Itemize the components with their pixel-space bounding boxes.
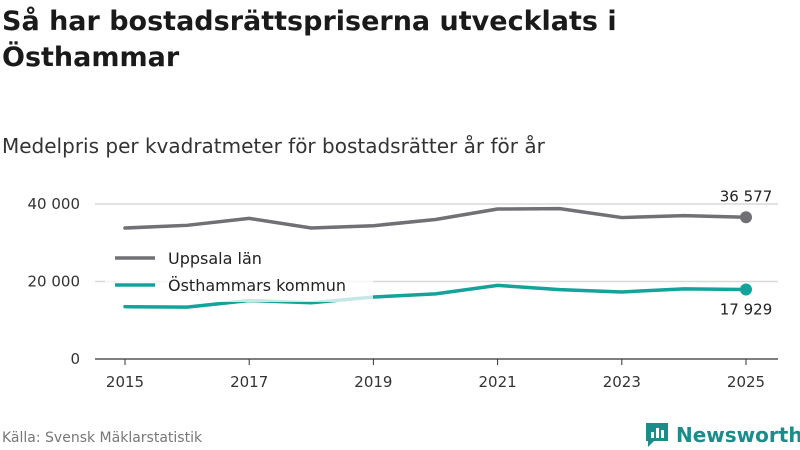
- end-label-osthammar: 17 929: [720, 301, 773, 319]
- x-tick-label-2025: 2025: [727, 373, 765, 391]
- brand-logo: Newsworthy: [644, 421, 800, 449]
- newsworthy-logo-icon: [646, 423, 668, 447]
- y-tick-label-20000: 20 000: [28, 273, 81, 291]
- x-tick-label-2021: 2021: [479, 373, 517, 391]
- x-tick-label-2017: 2017: [230, 373, 268, 391]
- y-tick-label-40000: 40 000: [28, 195, 81, 213]
- end-point-osthammar: [740, 283, 752, 296]
- line-chart: 0 20 000 40 000 2015 2017 2019 2021 2023 2025 36 …: [28, 187, 778, 391]
- legend-background: [105, 242, 373, 302]
- series-line-osthammar: [123, 283, 748, 309]
- series-line-uppsala: [123, 206, 748, 230]
- x-tick-label-2015: 2015: [106, 373, 144, 391]
- legend-label-uppsala: Uppsala län: [168, 249, 262, 268]
- chart-subtitle: Medelpris per kvadratmeter för bostadsrä…: [2, 134, 545, 158]
- end-point-uppsala: [740, 211, 752, 224]
- source-note: Källa: Svensk Mäklarstatistik: [2, 430, 203, 446]
- y-tick-label-0: 0: [70, 350, 80, 368]
- end-label-uppsala: 36 577: [720, 187, 773, 205]
- x-tick-label-2019: 2019: [354, 373, 392, 391]
- x-tick-label-2023: 2023: [603, 373, 641, 391]
- chart-title: Så har bostadsrättspriserna utvecklats i…: [2, 6, 617, 73]
- brand-name: Newsworthy: [676, 423, 800, 447]
- legend-label-osthammar: Östhammars kommun: [168, 276, 346, 295]
